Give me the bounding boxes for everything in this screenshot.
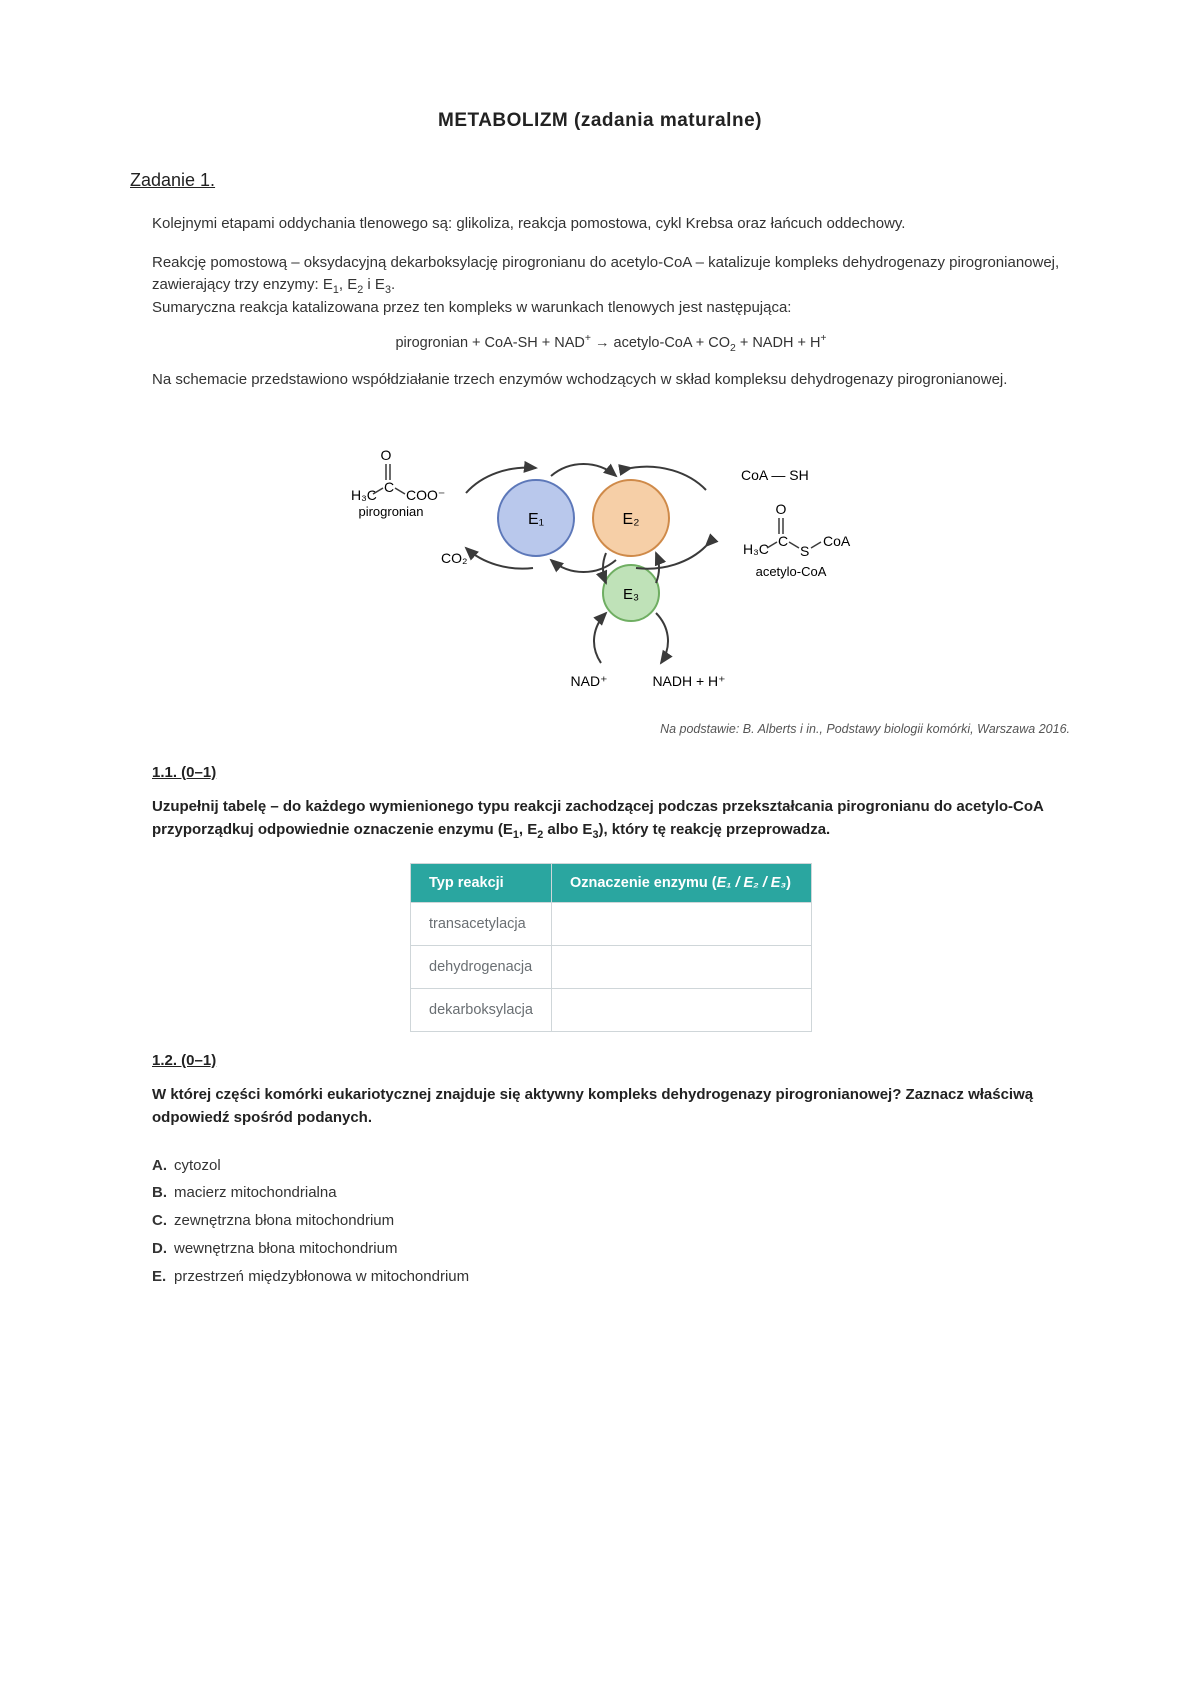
choice-d[interactable]: D.wewnętrzna błona mitochondrium [152,1235,1070,1263]
reaction-equation: pirogronian + CoA-SH + NAD+ → acetylo-Co… [152,335,1070,351]
th-type: Typ reakcji [411,864,552,903]
caption-b: Podstawy biologii komórki [826,722,970,736]
arc-e2-e1-bottom [551,560,616,572]
choice-d-text: wewnętrzna błona mitochondrium [174,1240,397,1257]
arc-nad-in [594,613,606,663]
table-row: dekarboksylacja [411,989,812,1032]
co2-label: CO₂ [441,550,467,566]
th-enzyme: Oznaczenie enzymu (E₁ / E₂ / E₃) [551,864,811,903]
choice-list: A.cytozol B.macierz mitochondrialna C.ze… [152,1152,1070,1291]
diagram-svg: E₁ E₂ E₃ [301,408,921,708]
e3-label: E₃ [623,586,639,603]
intro-para-2: Reakcję pomostową – oksydacyjną dekarbok… [152,252,1070,320]
acetyl-s: S [800,543,809,559]
task-heading: Zadanie 1. [130,170,1070,191]
caption-c: , Warszawa 2016. [970,722,1070,736]
cell-ans-2[interactable] [551,989,811,1032]
choice-e[interactable]: E.przestrzeń międzybłonowa w mitochondri… [152,1263,1070,1291]
pirogronian-name: pirogronian [358,504,423,519]
s1-pc: albo E [543,821,592,838]
page: METABOLIZM (zadania maturalne) Zadanie 1… [0,0,1200,1490]
acetyl-o: O [776,501,787,517]
e2-label: E₂ [623,511,640,528]
table-row: transacetylacja [411,903,812,946]
acetyl-c: C [778,533,788,549]
choice-b-text: macierz mitochondrialna [174,1184,337,1201]
th2-a: Oznaczenie enzymu ( [570,875,717,891]
choice-e-text: przestrzeń międzybłonowa w mitochondrium [174,1268,469,1285]
coash-label: CoA — SH [741,467,809,483]
choice-c[interactable]: C.zewnętrzna błona mitochondrium [152,1207,1070,1235]
intro-p2a: Reakcję pomostową – oksydacyjną dekarbok… [152,254,1059,294]
subtask-1-2-prompt: W której części komórki eukariotycznej z… [152,1083,1070,1130]
intro-p2c: i E [363,276,385,293]
choice-a[interactable]: A.cytozol [152,1152,1070,1180]
acetyl-name: acetylo-CoA [756,564,827,579]
e1-label: E₁ [528,511,544,528]
choice-c-label: C. [152,1207,174,1235]
caption-a: Na podstawie: B. Alberts i in., [660,722,826,736]
intro-p3: Sumaryczna reakcja katalizowana przez te… [152,299,791,316]
th2-c: ) [786,875,791,891]
pirogronian-bond-r [395,488,405,494]
intro-para-1: Kolejnymi etapami oddychania tlenowego s… [152,213,1070,236]
cell-type-2: dekarboksylacja [411,989,552,1032]
s1-pb: , E [519,821,537,838]
th2-b: E₁ / E₂ / E₃ [717,875,786,891]
document-title: METABOLIZM (zadania maturalne) [130,110,1070,132]
choice-b-label: B. [152,1179,174,1207]
table-row: dehydrogenacja [411,946,812,989]
eq-right-b: + NADH + H [736,335,821,351]
pirogronian-h3c: H₃C [351,487,377,503]
subtask-1-2-heading: 1.2. (0–1) [152,1052,1070,1069]
choice-a-text: cytozol [174,1157,221,1174]
nadh-label: NADH + H⁺ [652,673,725,689]
arc-e1-e2-top [551,463,616,475]
acetyl-h3c: H₃C [743,541,769,557]
acetyl-coa: CoA [823,533,851,549]
choice-e-label: E. [152,1263,174,1291]
intro-p2b: , E [339,276,357,293]
pirogronian-c: C [384,479,394,495]
s1-pd: ), który tę reakcję przeprowadza. [598,821,830,838]
acetyl-bond-r2 [811,542,821,548]
intro-para-4: Na schemacie przedstawiono współdziałani… [152,369,1070,392]
choice-a-label: A. [152,1152,174,1180]
cell-ans-1[interactable] [551,946,811,989]
eq-right-a: acetylo-CoA + CO [614,335,730,351]
pirogronian-o: O [381,447,392,463]
arc-nadh-out [656,613,668,663]
diagram-caption: Na podstawie: B. Alberts i in., Podstawy… [152,722,1070,736]
choice-c-text: zewnętrzna błona mitochondrium [174,1212,394,1229]
cell-type-1: dehydrogenacja [411,946,552,989]
enzyme-table: Typ reakcji Oznaczenie enzymu (E₁ / E₂ /… [410,863,812,1032]
acetyl-bond-r1 [789,542,799,548]
nad-label: NAD⁺ [571,673,608,689]
pirogronian-coo: COO⁻ [406,487,445,503]
cell-ans-0[interactable] [551,903,811,946]
cell-type-0: transacetylacja [411,903,552,946]
eq-left: pirogronian + CoA-SH + NAD [395,335,584,351]
subtask-1-1-heading: 1.1. (0–1) [152,764,1070,781]
choice-b[interactable]: B.macierz mitochondrialna [152,1179,1070,1207]
subtask-1-1-prompt: Uzupełnij tabelę – do każdego wymienione… [152,795,1070,842]
intro-p2d: . [391,276,395,293]
enzyme-diagram: E₁ E₂ E₃ [152,408,1070,708]
choice-d-label: D. [152,1235,174,1263]
eq-arrow: → [591,335,614,351]
task-body: Kolejnymi etapami oddychania tlenowego s… [130,213,1070,1290]
